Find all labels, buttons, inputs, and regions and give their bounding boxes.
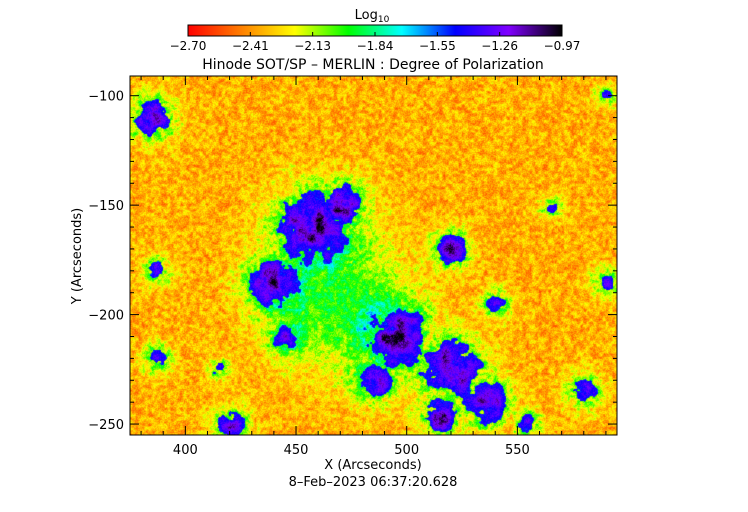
y-axis: −100 −150 −200 −250 xyxy=(88,90,617,433)
heatmap-area xyxy=(129,75,618,436)
chart-title: Hinode SOT/SP – MERLIN : Degree of Polar… xyxy=(202,57,544,73)
y-axis-tick-label: −200 xyxy=(88,309,124,324)
colorbar-tick-label: −1.26 xyxy=(481,39,518,53)
colorbar-tick-label: −0.97 xyxy=(544,39,581,53)
x-axis-tick-label: 450 xyxy=(284,443,309,458)
x-axis-tick-label: 500 xyxy=(394,443,419,458)
colorbar-title-subscript: 10 xyxy=(378,15,390,25)
colorbar-tick-label: −1.55 xyxy=(419,39,456,53)
y-axis-label: Y (Arcseconds) xyxy=(70,208,85,305)
colorbar-title: Log10 xyxy=(355,8,390,25)
x-axis-label: X (Arcseconds) xyxy=(324,458,421,473)
y-axis-tick-label: −150 xyxy=(88,199,124,214)
colorbar-ticks: −2.70 −2.41 −2.13 −1.84 −1.55 −1.26 −0.97 xyxy=(170,32,581,53)
colorbar-tick-label: −2.13 xyxy=(294,39,331,53)
y-axis-tick-label: −250 xyxy=(88,418,124,433)
colorbar-tick-label: −2.41 xyxy=(232,39,269,53)
plot-frame xyxy=(129,75,618,436)
x-axis: 400 450 500 550 xyxy=(140,76,607,458)
x-axis-tick-label: 400 xyxy=(173,443,198,458)
heatmap-image xyxy=(130,76,617,435)
colorbar-tick-label: −2.70 xyxy=(170,39,207,53)
colorbar-title-base: Log xyxy=(355,8,378,23)
y-axis-tick-label: −100 xyxy=(88,90,124,105)
observation-timestamp: 8–Feb–2023 06:37:20.628 xyxy=(289,475,458,490)
heatmap-image-container xyxy=(130,76,617,435)
x-axis-tick-label: 550 xyxy=(505,443,530,458)
colorbar-tick-label: −1.84 xyxy=(357,39,394,53)
